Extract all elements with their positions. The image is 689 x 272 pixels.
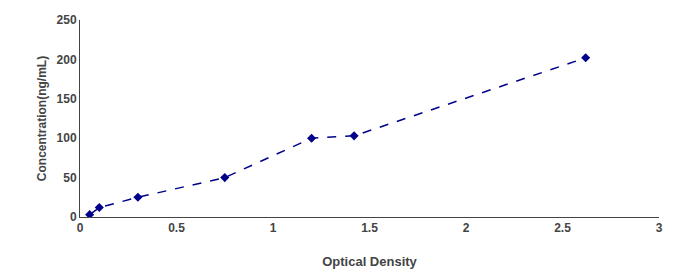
svg-text:2.5: 2.5	[554, 221, 571, 235]
svg-text:1.5: 1.5	[361, 221, 378, 235]
svg-text:2: 2	[463, 221, 470, 235]
svg-text:200: 200	[57, 53, 77, 67]
svg-text:100: 100	[57, 131, 77, 145]
svg-text:150: 150	[57, 92, 77, 106]
svg-text:3: 3	[656, 221, 663, 235]
svg-text:1: 1	[270, 221, 277, 235]
svg-text:0: 0	[70, 210, 77, 224]
svg-text:Concentration(ng/mL): Concentration(ng/mL)	[35, 56, 49, 181]
svg-text:Optical Density: Optical Density	[322, 254, 417, 269]
svg-text:50: 50	[63, 171, 77, 185]
svg-text:250: 250	[57, 13, 77, 27]
svg-text:0: 0	[77, 221, 84, 235]
svg-text:0.5: 0.5	[168, 221, 185, 235]
